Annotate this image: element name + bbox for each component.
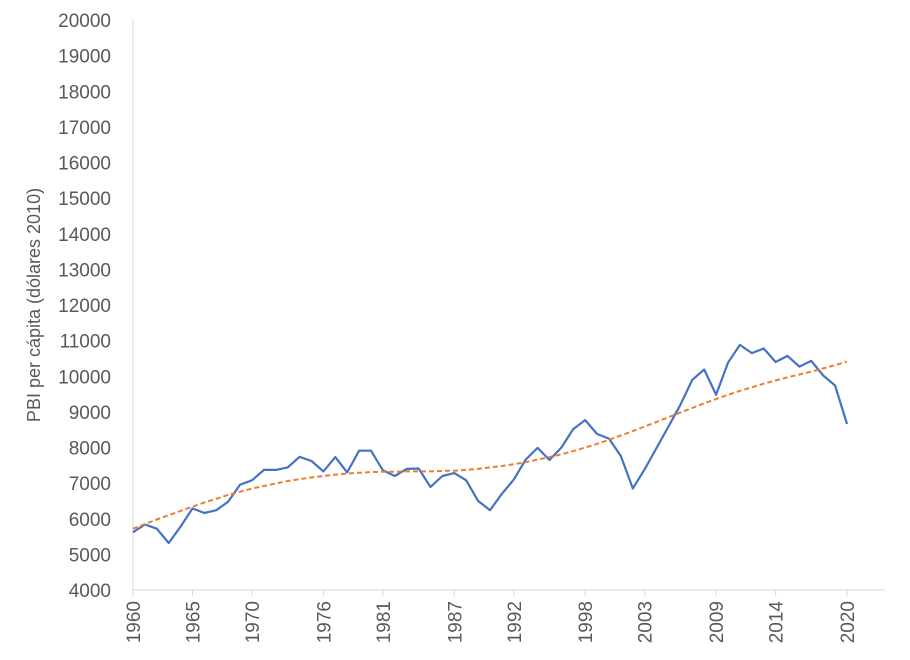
y-axis-title: PBI per cápita (dólares 2010) bbox=[24, 188, 44, 422]
x-tick-label: 2003 bbox=[636, 601, 657, 643]
y-tick-label: 13000 bbox=[58, 260, 111, 281]
y-axis-ticks: 4000 5000 6000 7000 8000 9000 10000 11000 12000 1… bbox=[58, 11, 111, 602]
y-tick-label: 9000 bbox=[69, 403, 111, 424]
series-layer bbox=[132, 343, 849, 545]
x-tick-label: 1998 bbox=[576, 601, 597, 643]
series-line-trend bbox=[132, 360, 848, 530]
x-tick-label: 1992 bbox=[505, 601, 526, 643]
y-tick-label: 19000 bbox=[58, 47, 111, 68]
series-line-gdp bbox=[132, 343, 849, 545]
x-tick-label: 2020 bbox=[838, 601, 859, 643]
x-tick-label: 1970 bbox=[243, 601, 264, 643]
y-tick-label: 5000 bbox=[69, 545, 111, 566]
y-tick-label: 17000 bbox=[58, 118, 111, 139]
x-tick-label: 1960 bbox=[124, 601, 145, 643]
y-tick-label: 11000 bbox=[60, 332, 111, 353]
x-tick-label: 2009 bbox=[707, 601, 728, 643]
y-tick-label: 10000 bbox=[58, 367, 111, 388]
y-tick-label: 14000 bbox=[58, 225, 111, 246]
y-tick-label: 6000 bbox=[69, 510, 111, 531]
y-tick-label: 18000 bbox=[58, 82, 111, 103]
y-tick-label: 16000 bbox=[58, 154, 111, 175]
x-tick-label: 1976 bbox=[314, 601, 335, 643]
y-tick-label: 12000 bbox=[58, 296, 111, 317]
x-tick-label: 1981 bbox=[374, 601, 395, 643]
y-tick-label: 4000 bbox=[69, 581, 111, 602]
y-tick-label: 7000 bbox=[69, 474, 111, 495]
x-axis-ticks: 1960 1965 1970 1976 1981 1987 1992 1998 2003 2009… bbox=[124, 590, 859, 643]
x-tick-label: 1965 bbox=[184, 601, 205, 643]
x-tick-label: 2014 bbox=[767, 601, 788, 644]
y-tick-label: 15000 bbox=[58, 189, 111, 210]
x-tick-label: 1987 bbox=[445, 601, 466, 643]
y-tick-label: 8000 bbox=[69, 439, 111, 460]
y-tick-label: 20000 bbox=[58, 11, 111, 32]
